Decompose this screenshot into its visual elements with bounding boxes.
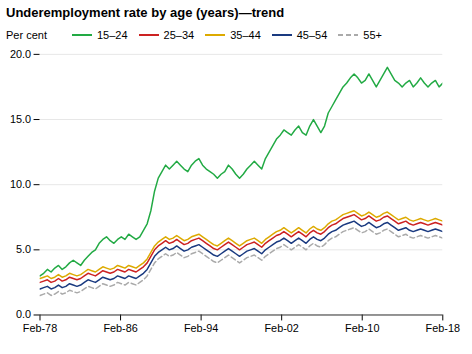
svg-text:Feb-86: Feb-86 (103, 322, 137, 334)
svg-text:Feb-18: Feb-18 (426, 322, 460, 334)
html-text:45–54: 45–54 (296, 29, 328, 41)
html-text:15–24: 15–24 (97, 29, 128, 41)
svg-text:5.0: 5.0 (16, 243, 31, 255)
svg-text:Feb-02: Feb-02 (264, 322, 298, 334)
svg-text:10.0: 10.0 (10, 178, 31, 190)
svg-text:15.0: 15.0 (10, 113, 31, 125)
svg-text:Feb-94: Feb-94 (184, 322, 218, 334)
svg-text:Feb-78: Feb-78 (23, 322, 57, 334)
html-text:Per cent: Per cent (6, 29, 47, 41)
svg-text:Feb-10: Feb-10 (345, 322, 379, 334)
html-text:55+: 55+ (363, 29, 382, 41)
svg-text:0.0: 0.0 (16, 308, 31, 320)
html-text:Underemployment rate by age (y: Underemployment rate by age (years)—tren… (6, 5, 285, 20)
svg-text:20.0: 20.0 (10, 48, 31, 60)
html-text:35–44: 35–44 (230, 29, 261, 41)
html-text:25–34: 25–34 (163, 29, 195, 41)
